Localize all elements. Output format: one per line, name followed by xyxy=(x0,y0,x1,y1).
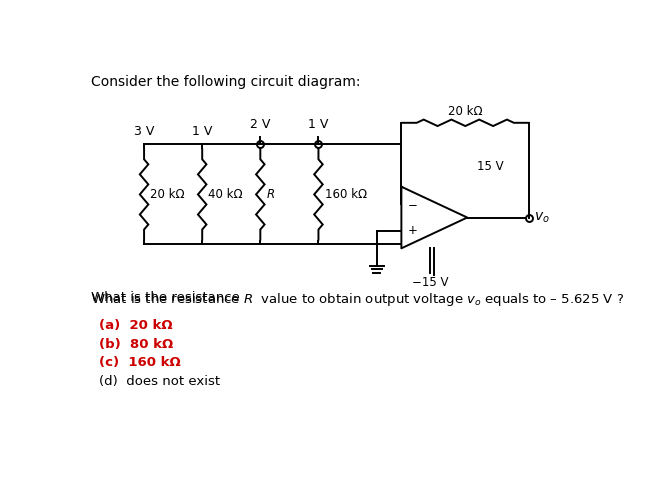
Text: (a)  20 kΩ: (a) 20 kΩ xyxy=(99,319,173,332)
Text: (d)  does not exist: (d) does not exist xyxy=(99,375,220,388)
Text: R: R xyxy=(266,188,275,201)
Text: 40 kΩ: 40 kΩ xyxy=(209,188,243,201)
Text: 20 kΩ: 20 kΩ xyxy=(448,105,482,118)
Text: $+$: $+$ xyxy=(407,224,417,237)
Text: $-$: $-$ xyxy=(407,197,417,210)
Text: Consider the following circuit diagram:: Consider the following circuit diagram: xyxy=(92,75,361,89)
Text: (b)  80 kΩ: (b) 80 kΩ xyxy=(99,337,173,351)
Text: 2 V: 2 V xyxy=(250,118,270,130)
Text: What is the resistance: What is the resistance xyxy=(92,291,244,304)
Text: 1 V: 1 V xyxy=(192,125,212,138)
Text: (c)  160 kΩ: (c) 160 kΩ xyxy=(99,356,181,369)
Text: −15 V: −15 V xyxy=(412,276,449,289)
Text: 1 V: 1 V xyxy=(308,118,328,130)
Text: 20 kΩ: 20 kΩ xyxy=(151,188,185,201)
Text: What is the resistance $R$  value to obtain output voltage $v_o$ equals to – 5.6: What is the resistance $R$ value to obta… xyxy=(92,291,625,308)
Text: 160 kΩ: 160 kΩ xyxy=(324,188,367,201)
Text: 15 V: 15 V xyxy=(476,160,503,173)
Text: $v_o$: $v_o$ xyxy=(534,210,550,225)
Text: 3 V: 3 V xyxy=(134,125,155,138)
